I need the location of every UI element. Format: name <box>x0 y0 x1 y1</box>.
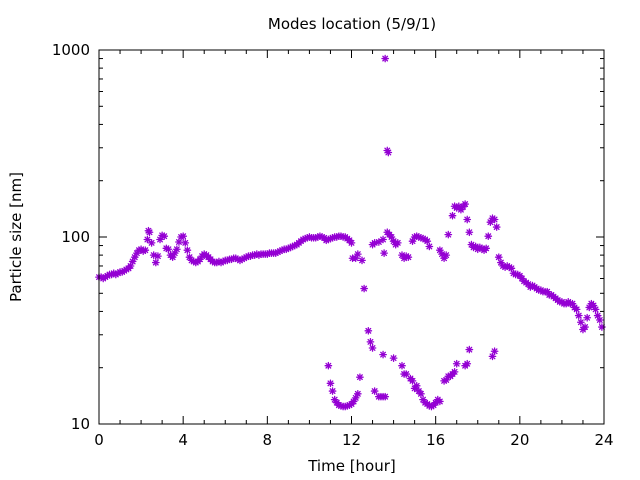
data-point <box>591 305 600 314</box>
y-tick-label: 10 <box>71 415 90 433</box>
data-point <box>353 250 362 258</box>
y-axis-title: Particle size [nm] <box>7 172 25 302</box>
data-point <box>179 232 188 241</box>
data-point <box>353 389 362 398</box>
data-point <box>393 239 402 247</box>
data-point <box>417 389 425 398</box>
data-point <box>347 239 356 247</box>
data-point <box>326 379 335 388</box>
data-point <box>484 232 493 241</box>
data-point <box>160 232 169 241</box>
data-point <box>450 368 459 376</box>
y-tick-label: 1000 <box>52 41 90 59</box>
x-axis-title: Time [hour] <box>307 457 396 475</box>
data-point <box>370 387 379 395</box>
data-point <box>358 256 366 265</box>
data-point <box>494 253 503 262</box>
data-point <box>442 251 451 259</box>
data-point <box>492 223 501 231</box>
data-point <box>154 252 162 260</box>
data-point <box>380 249 388 257</box>
data-point <box>436 397 444 406</box>
data-point <box>581 323 589 331</box>
data-point <box>324 361 333 370</box>
data-point <box>147 239 156 247</box>
x-tick-label: 0 <box>94 431 104 449</box>
data-point <box>364 326 373 335</box>
data-point <box>145 228 154 237</box>
data-point <box>583 313 592 322</box>
data-point <box>482 244 491 253</box>
axes: 0 4 8 12 16 20 24 10 100 1000 <box>52 41 614 449</box>
data-point <box>404 253 413 262</box>
data-point <box>572 305 581 314</box>
data-point <box>379 235 387 244</box>
data-point <box>425 242 434 251</box>
data-point <box>490 215 499 224</box>
data-point <box>384 148 393 157</box>
data-point <box>181 239 190 247</box>
y-tick-label: 100 <box>61 228 90 246</box>
data-point <box>381 392 390 401</box>
x-tick-label: 16 <box>426 431 445 449</box>
data-point <box>398 361 406 370</box>
data-point <box>173 245 181 254</box>
data-point <box>423 237 432 246</box>
data-point <box>379 350 387 359</box>
data-point <box>444 230 453 239</box>
data-point <box>488 352 497 361</box>
data-point <box>408 377 417 385</box>
data-point <box>183 246 192 255</box>
data-point <box>328 387 337 395</box>
data-point <box>360 284 368 293</box>
x-tick-label: 20 <box>510 431 529 449</box>
x-tick-label: 8 <box>263 431 273 449</box>
data-point <box>577 318 585 327</box>
data-points <box>95 54 606 411</box>
data-point <box>164 245 173 254</box>
plot-frame <box>98 49 605 425</box>
data-point <box>465 228 474 237</box>
chart-title: Modes location (5/9/1) <box>268 15 436 33</box>
data-point <box>368 344 377 352</box>
x-tick-label: 4 <box>178 431 188 449</box>
x-tick-label: 12 <box>342 431 361 449</box>
data-point <box>595 316 604 324</box>
data-point <box>465 345 474 354</box>
data-point <box>141 246 150 255</box>
data-point <box>490 347 499 356</box>
data-point <box>448 211 457 220</box>
data-point <box>574 311 583 320</box>
data-point <box>452 359 461 368</box>
data-point <box>463 359 472 368</box>
data-point <box>151 258 160 267</box>
data-point <box>402 370 411 378</box>
data-point <box>412 381 421 390</box>
data-point <box>463 215 472 224</box>
data-point <box>381 54 390 63</box>
data-point <box>366 337 375 346</box>
data-point <box>461 200 469 208</box>
data-point <box>356 373 364 382</box>
x-tick-label: 24 <box>594 431 613 449</box>
data-point <box>389 354 398 362</box>
